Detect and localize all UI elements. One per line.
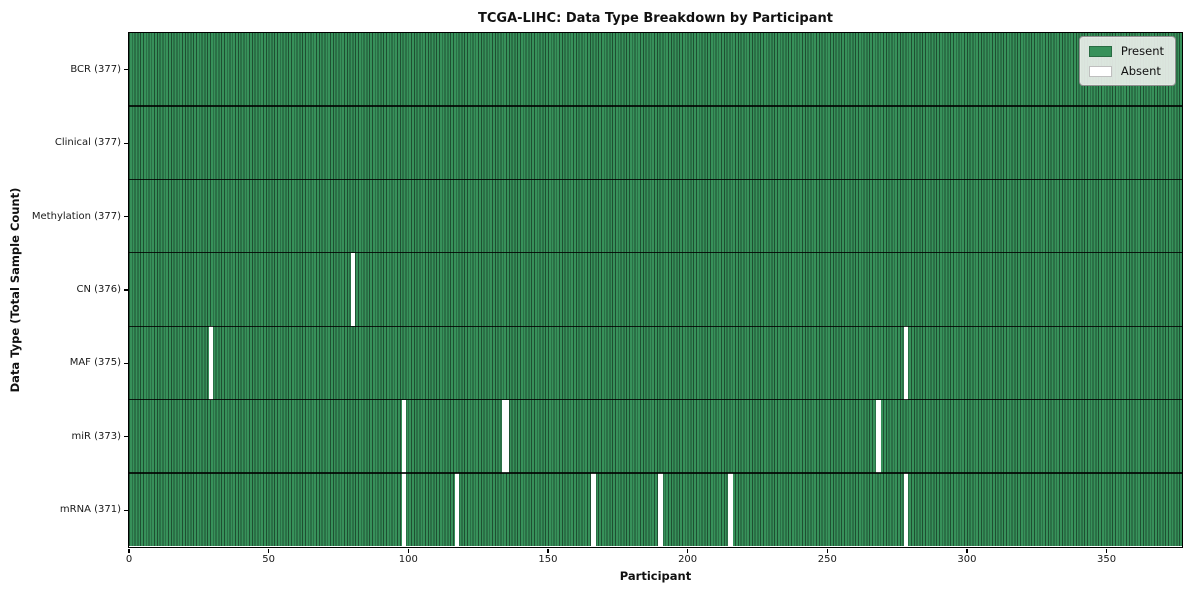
x-tick-label-0: 0	[125, 554, 133, 565]
heatmap-row-bcr	[128, 32, 1182, 106]
x-tick-label-200: 200	[678, 554, 698, 565]
legend-label-absent: Absent	[1120, 64, 1161, 78]
y-tick-label-clinical: Clinical (377)	[54, 137, 121, 149]
x-axis-label: Participant	[619, 569, 692, 583]
x-tick-mark	[407, 548, 409, 553]
y-tick-mark	[123, 289, 128, 291]
x-tick-mark	[128, 548, 130, 553]
y-tick-mark	[123, 69, 128, 71]
heatmap-row-mrna	[128, 473, 1182, 547]
heatmap-row-cn	[128, 252, 1182, 327]
y-tick-label-methylation: Methylation (377)	[31, 210, 121, 222]
y-tick-mark	[123, 436, 128, 438]
x-tick-label-100: 100	[398, 554, 418, 565]
absent-cell	[504, 399, 510, 474]
y-tick-mark	[123, 215, 128, 218]
y-tick-label-mir: miR (373)	[71, 430, 121, 442]
absent-cell	[351, 252, 356, 327]
x-tick-mark	[687, 548, 689, 553]
row-separator	[128, 472, 1182, 474]
row-separator	[128, 325, 1182, 327]
y-tick-label-maf: MAF (375)	[69, 357, 121, 369]
x-tick-mark	[826, 548, 828, 553]
x-tick-mark	[268, 548, 270, 553]
heatmap-row-clinical	[128, 105, 1182, 180]
absent-cell	[876, 399, 881, 474]
absent-cell	[502, 399, 507, 474]
x-tick-label-350: 350	[1097, 554, 1117, 565]
absent-cell	[904, 326, 909, 400]
y-tick-label-bcr: BCR (377)	[70, 63, 121, 75]
legend-item-present: Present	[1088, 44, 1164, 58]
heatmap-row-mir	[128, 399, 1182, 474]
absent-cell	[208, 326, 213, 400]
y-tick-mark	[123, 362, 128, 365]
heatmap-row-maf	[128, 326, 1182, 400]
y-tick-mark	[123, 142, 128, 144]
heatmap-row-methylation	[128, 179, 1182, 253]
x-tick-mark	[547, 548, 549, 553]
x-tick-mark	[966, 548, 968, 553]
absent-cell	[904, 473, 909, 547]
y-tick-mark	[123, 509, 128, 511]
absent-cell	[401, 473, 406, 547]
row-separator	[128, 398, 1182, 401]
x-tick-label-250: 250	[817, 554, 837, 565]
legend-item-absent: Absent	[1088, 64, 1164, 78]
plot-area	[127, 31, 1183, 548]
x-tick-mark	[1105, 548, 1108, 553]
present-swatch	[1088, 45, 1112, 57]
row-separator	[128, 252, 1182, 254]
absent-cell	[658, 473, 663, 547]
absent-cell	[591, 473, 596, 547]
row-separator	[128, 178, 1182, 181]
y-tick-label-mrna: mRNA (371)	[59, 504, 121, 516]
x-tick-label-300: 300	[957, 554, 977, 565]
absent-cell	[401, 399, 406, 474]
chart-title: TCGA-LIHC: Data Type Breakdown by Partic…	[478, 11, 833, 26]
absent-swatch	[1088, 65, 1112, 77]
x-tick-label-50: 50	[262, 554, 275, 565]
y-tick-label-cn: CN (376)	[76, 284, 121, 295]
legend-label-present: Present	[1120, 44, 1164, 58]
absent-cell	[728, 473, 733, 547]
x-tick-label-150: 150	[538, 554, 558, 565]
row-separator	[128, 105, 1182, 107]
absent-cell	[454, 473, 459, 547]
legend: Present Absent	[1078, 36, 1176, 86]
